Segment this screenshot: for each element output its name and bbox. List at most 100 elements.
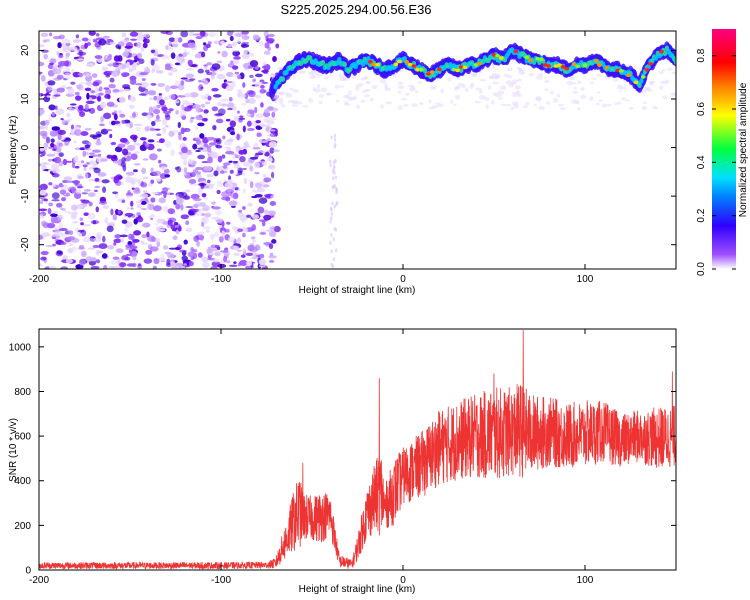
heatmap-noise-cell	[183, 239, 188, 245]
heatmap-noise-cell	[210, 266, 218, 269]
heatmap-halo-cell	[278, 99, 284, 105]
heatmap-noise-cell	[196, 240, 200, 247]
heatmap-noise-cell	[243, 49, 249, 55]
heatmap-noise-cell	[133, 230, 142, 236]
heatmap-noise-cell	[269, 200, 277, 207]
heatmap-halo-cell	[429, 85, 437, 89]
heatmap-noise-cell	[248, 97, 256, 104]
heatmap-noise-cell	[108, 266, 118, 269]
heatmap-noise-cell	[258, 40, 264, 47]
heatmap-noise-cell	[221, 221, 225, 228]
heatmap-halo-cell	[544, 80, 550, 84]
heatmap-noise-cell	[254, 81, 260, 88]
heatmap-noise-cell	[208, 32, 216, 38]
heatmap-noise-cell	[141, 234, 148, 239]
heatmap-noise-cell	[250, 236, 256, 240]
heatmap-noise-cell	[39, 71, 43, 74]
track-peak-cell	[375, 62, 380, 67]
heatmap-noise-cell	[113, 176, 119, 184]
heatmap-halo-cell	[602, 103, 607, 108]
heatmap-halo-cell	[337, 85, 345, 88]
track-peak-cell	[648, 62, 653, 66]
heatmap-halo-cell	[516, 78, 523, 82]
heatmap-noise-cell	[160, 166, 168, 171]
heatmap-noise-cell	[104, 94, 110, 99]
heatmap-halo-cell	[648, 81, 654, 86]
heatmap-halo-cell	[514, 85, 521, 90]
heatmap-noise-cell	[45, 245, 54, 248]
heatmap-noise-cell	[237, 93, 247, 99]
heatmap-noise-cell	[99, 250, 103, 254]
heatmap-noise-cell	[254, 73, 263, 78]
heatmap-noise-cell	[190, 246, 195, 253]
heatmap-noise-cell	[168, 41, 172, 47]
heatmap-noise-cell	[130, 153, 138, 160]
heatmap-noise-cell	[100, 115, 105, 123]
heatmap-noise-cell	[53, 226, 62, 230]
spectrogram-xtick-label: -200	[29, 274, 49, 285]
heatmap-noise-cell	[230, 74, 239, 78]
heatmap-noise-cell	[91, 73, 98, 78]
heatmap-noise-cell	[121, 157, 126, 163]
heatmap-halo-cell	[410, 86, 416, 90]
heatmap-noise-cell	[39, 130, 48, 137]
heatmap-noise-cell	[150, 217, 154, 220]
heatmap-noise-cell	[164, 251, 172, 255]
heatmap-noise-cell	[71, 246, 77, 251]
heatmap-noise-cell	[206, 136, 216, 141]
heatmap-noise-cell	[258, 258, 266, 266]
heatmap-noise-cell	[135, 83, 143, 86]
heatmap-noise-cell	[247, 109, 255, 114]
heatmap-noise-cell	[102, 67, 109, 71]
heatmap-halo-cell	[662, 95, 668, 100]
heatmap-noise-cell	[121, 219, 128, 224]
track-peak-cell	[458, 65, 464, 69]
heatmap-noise-cell	[125, 176, 133, 184]
heatmap-noise-cell	[51, 111, 56, 117]
heatmap-noise-cell	[45, 38, 51, 43]
heatmap-noise-cell	[237, 228, 244, 233]
heatmap-halo-cell	[371, 84, 378, 90]
heatmap-noise-cell	[43, 53, 48, 60]
heatmap-noise-cell	[81, 199, 90, 204]
heatmap-noise-cell	[197, 68, 204, 74]
heatmap-halo-cell	[618, 90, 622, 93]
heatmap-noise-cell	[264, 108, 270, 114]
track-peak-cell	[542, 63, 548, 67]
heatmap-noise-cell	[48, 202, 54, 207]
heatmap-halo-cell	[671, 71, 676, 75]
heatmap-noise-cell	[216, 73, 226, 80]
heatmap-noise-cell	[256, 132, 262, 138]
heatmap-noise-cell	[150, 82, 157, 86]
heatmap-noise-cell	[88, 31, 96, 36]
heatmap-noise-cell	[132, 238, 140, 243]
heatmap-noise-cell	[192, 33, 202, 36]
heatmap-noise-cell	[102, 235, 106, 243]
heatmap-noise-cell	[193, 235, 200, 242]
heatmap-noise-cell	[203, 80, 209, 85]
heatmap-noise-cell	[253, 161, 261, 169]
heatmap-noise-cell	[51, 126, 61, 131]
heatmap-noise-cell	[85, 63, 95, 68]
heatmap-halo-cell	[450, 99, 454, 104]
heatmap-halo-cell	[316, 73, 322, 78]
heatmap-noise-cell	[150, 179, 155, 184]
heatmap-noise-cell	[207, 179, 211, 184]
heatmap-faint-cell	[335, 190, 338, 195]
heatmap-faint-cell	[336, 200, 339, 205]
heatmap-noise-cell	[222, 165, 228, 169]
heatmap-noise-cell	[73, 74, 80, 78]
heatmap-noise-cell	[75, 34, 80, 39]
heatmap-noise-cell	[173, 212, 177, 216]
heatmap-halo-cell	[628, 107, 634, 110]
heatmap-noise-cell	[202, 42, 207, 46]
heatmap-noise-cell	[189, 172, 196, 178]
heatmap-noise-cell	[163, 245, 169, 250]
snr-xtick-label: 100	[577, 575, 594, 586]
heatmap-noise-cell	[245, 252, 254, 257]
heatmap-noise-cell	[214, 113, 223, 117]
heatmap-noise-cell	[152, 170, 162, 177]
heatmap-halo-cell	[491, 64, 495, 69]
heatmap-halo-cell	[363, 94, 371, 98]
heatmap-noise-cell	[139, 81, 149, 88]
